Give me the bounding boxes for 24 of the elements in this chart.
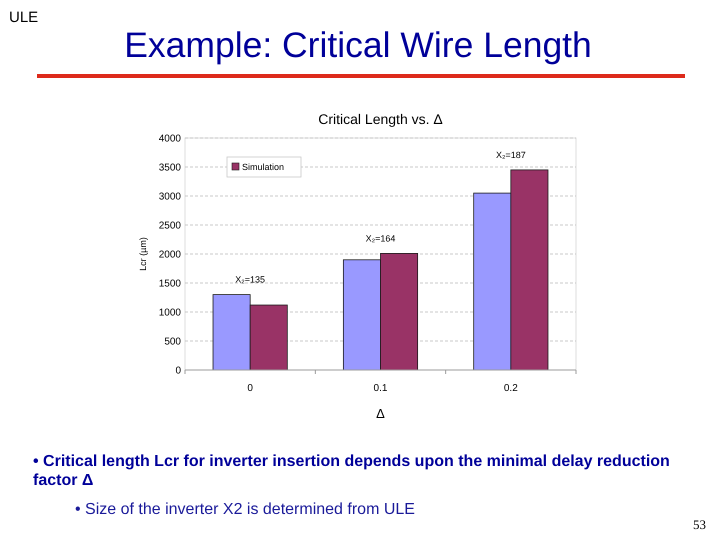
y-tick-label: 4000 [158,134,182,144]
y-tick-label: 0 [175,366,182,376]
y-tick-label: 3500 [158,162,182,174]
y-tick-label: 500 [164,336,182,348]
x-tick-label: 0.2 [504,383,518,394]
y-tick-label: 2500 [158,220,182,232]
x-tick-label: 0 [247,383,254,394]
y-tick-label: 1000 [158,308,182,318]
text: • Size of the inverter X2 is determined from ULE [75,500,415,519]
text: • Critical length Lcr for inverter insertion depends upon the minimal delay reduction factor Δ [33,452,671,490]
y-tick-label: 2000 [158,250,182,260]
chart-subtitle: Critical Length vs. Δ [318,111,443,127]
y-axis-title: Lcr (µm) [138,237,148,271]
annotation: X₂=164 [366,233,396,244]
y-tick-label: 1500 [158,278,182,290]
x-tick-label: 0.1 [374,383,388,394]
annotation: X₂=187 [496,150,526,160]
chart-title: Example: Critical Wire Length [124,25,592,65]
y-tick-label: 3000 [158,192,182,202]
x-axis-title: Δ [376,406,386,421]
text: 53 [693,517,706,533]
annotation: X₂=135 [235,274,266,285]
text: ULE [9,8,38,28]
legend-label: Simulation [242,162,284,172]
